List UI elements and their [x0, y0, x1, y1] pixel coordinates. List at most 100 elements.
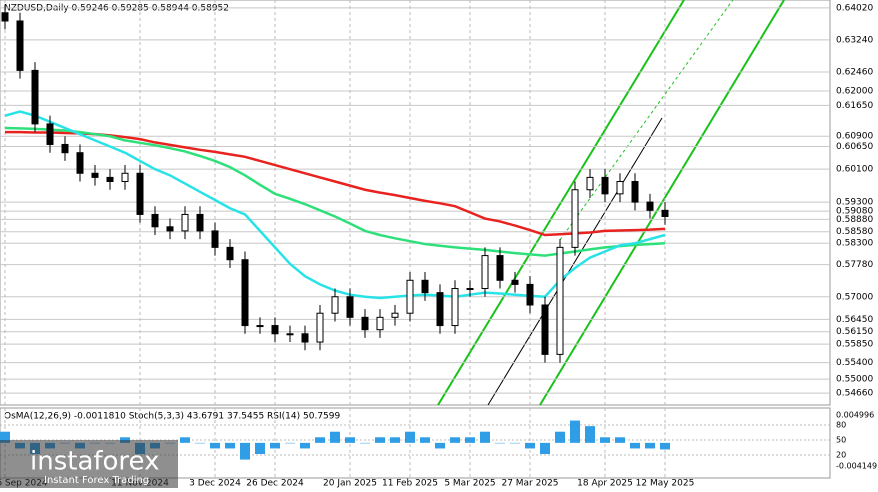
- trend-line: [487, 117, 663, 406]
- y-tick-label: 0.55000: [836, 375, 873, 385]
- x-tick-label: 5 Mar 2025: [444, 479, 495, 489]
- y-tick-label: 0.59080: [836, 207, 873, 217]
- osma-tick-label: -0.004149: [836, 462, 877, 471]
- osc-tick-label: 20: [836, 451, 846, 460]
- candle-body: [106, 176, 114, 183]
- x-tick-label: 18 Apr 2025: [577, 479, 633, 489]
- x-tick-label: 20 Jan 2025: [323, 479, 377, 489]
- candle-body: [661, 209, 669, 217]
- candle-body: [241, 259, 249, 327]
- candle-body: [1, 12, 9, 22]
- candle-body: [301, 333, 309, 343]
- y-tick-label: 0.56150: [836, 327, 873, 337]
- x-tick-label: 11 Feb 2025: [382, 479, 438, 489]
- candle-body: [181, 213, 189, 232]
- osma-bar: [525, 442, 535, 449]
- candle-body: [406, 279, 414, 314]
- y-tick-label: 0.60650: [836, 142, 873, 152]
- osma-bar: [645, 442, 655, 449]
- osma-bar: [195, 442, 205, 444]
- y-tick-label: 0.64020: [836, 3, 873, 13]
- candle-body: [211, 230, 219, 248]
- candle-body: [646, 201, 654, 211]
- y-tick-label: 0.55850: [836, 340, 873, 350]
- osma-bar: [510, 442, 520, 444]
- x-tick-label: 26 Dec 2024: [246, 479, 304, 489]
- candle-body: [616, 181, 624, 195]
- y-tick-label: 0.59300: [836, 198, 873, 208]
- osma-bar: [615, 437, 625, 443]
- osma-bar: [570, 420, 580, 443]
- y-tick-label: 0.58300: [836, 239, 873, 249]
- candle-body: [76, 152, 84, 174]
- indicator-title: OsMA(12,26,9) -0.0011810 Stoch(5,3,3) 43…: [4, 412, 340, 422]
- x-tick-label: 3 Dec 2024: [189, 479, 241, 489]
- candle-body: [46, 123, 54, 145]
- osma-bar: [285, 442, 295, 444]
- osma-bar: [480, 431, 490, 443]
- osma-bar: [465, 437, 475, 443]
- osma-bar: [315, 437, 325, 443]
- osma-bar: [300, 442, 310, 449]
- candle-body: [496, 255, 504, 281]
- osma-bar: [630, 442, 640, 449]
- candle-body: [226, 246, 234, 261]
- logo: instaforex: [30, 447, 159, 477]
- candle-body: [556, 246, 564, 355]
- candle-body: [256, 325, 264, 328]
- y-tick-label: 0.58880: [836, 215, 873, 225]
- osma-bar: [540, 442, 550, 455]
- y-tick-label: 0.62000: [836, 86, 873, 96]
- osma-bar: [270, 442, 280, 449]
- osma-tick-label: 0.004996: [836, 411, 874, 420]
- candle-body: [481, 255, 489, 290]
- candle-body: [466, 288, 474, 291]
- osma-bar: [225, 442, 235, 449]
- osma-bar: [405, 431, 415, 443]
- y-tick-label: 0.56450: [836, 315, 873, 325]
- candle-body: [541, 304, 549, 355]
- osma-bar: [420, 437, 430, 443]
- candle-body: [361, 316, 369, 331]
- osma-bar: [600, 437, 610, 443]
- candle-body: [31, 69, 39, 125]
- y-tick-label: 0.54660: [836, 389, 873, 399]
- osma-bar: [375, 437, 385, 443]
- osma-bar: [0, 431, 10, 443]
- candle-body: [346, 296, 354, 318]
- osma-bar: [345, 437, 355, 443]
- y-tick-label: 0.58580: [836, 227, 873, 237]
- channel-line: [437, 0, 686, 406]
- osma-bar: [210, 442, 220, 449]
- osma-bar: [180, 437, 190, 443]
- chart-title: NZDUSD,Daily 0.59246 0.59285 0.58944 0.5…: [4, 4, 229, 14]
- candle-body: [316, 312, 324, 343]
- candle-body: [436, 292, 444, 327]
- candle-body: [451, 288, 459, 327]
- y-tick-label: 0.61650: [836, 101, 873, 111]
- candle-body: [421, 279, 429, 294]
- candle-body: [631, 181, 639, 203]
- candle-body: [136, 172, 144, 215]
- x-tick-label: 27 Mar 2025: [501, 479, 558, 489]
- candle-body: [511, 279, 519, 285]
- y-tick-label: 0.63240: [836, 35, 873, 45]
- osc-tick-label: 50: [836, 436, 846, 445]
- candle-body: [376, 316, 384, 331]
- osma-bar: [495, 442, 505, 444]
- candle-body: [271, 325, 279, 335]
- candle-body: [526, 283, 534, 306]
- candle-body: [391, 312, 399, 318]
- y-tick-label: 0.60900: [836, 132, 873, 142]
- osma-bar: [435, 442, 445, 449]
- osma-bar: [585, 426, 595, 443]
- candle-body: [286, 333, 294, 336]
- logo-backdrop: [0, 440, 178, 488]
- candle-body: [91, 172, 99, 178]
- y-tick-label: 0.60100: [836, 165, 873, 175]
- osma-bar: [660, 442, 670, 450]
- y-tick-label: 0.57000: [836, 292, 873, 302]
- candle-body: [151, 213, 159, 228]
